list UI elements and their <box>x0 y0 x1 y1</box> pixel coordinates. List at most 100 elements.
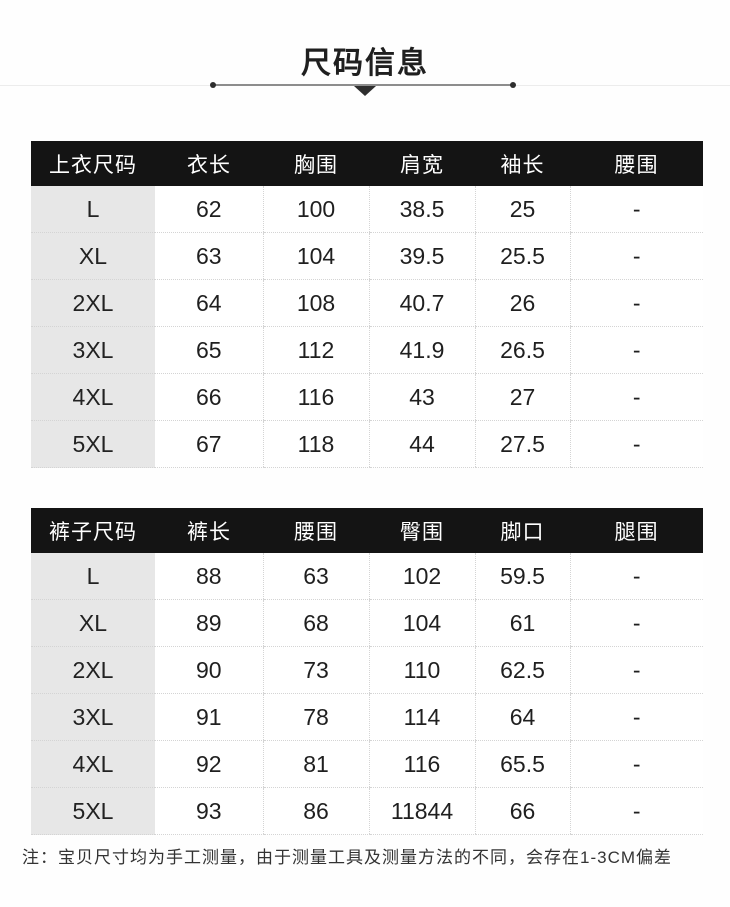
measurement-cell: 63 <box>262 553 369 600</box>
column-header: 腿围 <box>570 508 703 553</box>
measurement-cell: 92 <box>155 740 263 788</box>
measurement-cell: - <box>569 420 703 468</box>
table-row: 5XL 93 86 11844 66- <box>31 787 703 835</box>
table-row: XL 89 68 104 61- <box>31 599 703 647</box>
measurement-cell: - <box>569 373 703 421</box>
measurement-cell: 26 <box>474 279 570 327</box>
table-row: 2XL 90 73 110 62.5- <box>31 646 703 694</box>
measurement-cell: 116 <box>368 740 475 788</box>
measurement-cell: 63 <box>155 232 263 280</box>
measurement-cell: 108 <box>262 279 369 327</box>
column-header: 袖长 <box>475 141 570 186</box>
measurement-cell: 68 <box>262 599 369 647</box>
top-size-table: 上衣尺码 衣长 胸围 肩宽 袖长 腰围 L 62 100 38.5 25- XL 63 104 39.5 2… <box>31 141 703 468</box>
column-header: 裤长 <box>155 508 263 553</box>
column-header: 上衣尺码 <box>31 141 155 186</box>
measurement-cell: 44 <box>368 420 475 468</box>
measurement-cell: 78 <box>262 693 369 741</box>
measurement-cell: 110 <box>368 646 475 694</box>
measurement-cell: 62 <box>155 186 263 233</box>
pants-size-header-row: 裤子尺码 裤长 腰围 臀围 脚口 腿围 <box>31 508 703 553</box>
measurement-cell: 25 <box>474 186 570 233</box>
measurement-cell: 93 <box>155 787 263 835</box>
measurement-cell: 11844 <box>368 787 475 835</box>
pants-size-table: 裤子尺码 裤长 腰围 臀围 脚口 腿围 L 88 63 102 59.5- XL 89 68 104 61-… <box>31 508 703 835</box>
measurement-cell: 114 <box>368 693 475 741</box>
measurement-cell: - <box>569 787 703 835</box>
measurement-cell: 104 <box>262 232 369 280</box>
page-title: 尺码信息 <box>301 47 429 80</box>
table-row: 3XL 91 78 114 64- <box>31 693 703 741</box>
measurement-cell: - <box>569 599 703 647</box>
measurement-cell: 27.5 <box>474 420 570 468</box>
measurement-cell: 73 <box>262 646 369 694</box>
size-label-cell: 3XL <box>31 693 155 741</box>
measurement-cell: 65 <box>155 326 263 374</box>
measurement-cell: 102 <box>368 553 475 600</box>
measurement-cell: 67 <box>155 420 263 468</box>
column-header: 臀围 <box>369 508 475 553</box>
measurement-cell: 116 <box>262 373 369 421</box>
measurement-cell: - <box>569 740 703 788</box>
measurement-cell: 66 <box>474 787 570 835</box>
measurement-cell: 104 <box>368 599 475 647</box>
size-label-cell: 2XL <box>31 646 155 694</box>
size-label-cell: 5XL <box>31 787 155 835</box>
table-row: 5XL 67 118 44 27.5- <box>31 420 703 468</box>
measurement-cell: 112 <box>262 326 369 374</box>
table-row: 3XL 65 112 41.9 26.5- <box>31 326 703 374</box>
measurement-cell: 26.5 <box>474 326 570 374</box>
size-label-cell: L <box>31 186 155 233</box>
measurement-cell: - <box>569 279 703 327</box>
measurement-cell: 40.7 <box>368 279 475 327</box>
measurement-cell: 62.5 <box>474 646 570 694</box>
size-label-cell: 4XL <box>31 373 155 421</box>
column-header: 腰围 <box>263 508 369 553</box>
measurement-note: 注：宝贝尺寸均为手工测量，由于测量工具及测量方法的不同，会存在1-3CM偏差 <box>22 848 673 867</box>
column-header: 裤子尺码 <box>31 508 155 553</box>
column-header: 脚口 <box>475 508 570 553</box>
chevron-down-icon <box>354 86 376 96</box>
divider-dark-segment <box>213 84 514 86</box>
measurement-cell: 86 <box>262 787 369 835</box>
measurement-cell: - <box>569 232 703 280</box>
measurement-cell: 64 <box>155 279 263 327</box>
table-row: XL 63 104 39.5 25.5- <box>31 232 703 280</box>
measurement-cell: 61 <box>474 599 570 647</box>
measurement-cell: 90 <box>155 646 263 694</box>
measurement-cell: - <box>569 693 703 741</box>
table-row: 4XL 66 116 43 27- <box>31 373 703 421</box>
table-row: 4XL 92 81 116 65.5- <box>31 740 703 788</box>
size-label-cell: 3XL <box>31 326 155 374</box>
size-label-cell: XL <box>31 232 155 280</box>
table-row: L 88 63 102 59.5- <box>31 553 703 600</box>
size-label-cell: L <box>31 553 155 600</box>
column-header: 胸围 <box>263 141 369 186</box>
measurement-cell: 88 <box>155 553 263 600</box>
column-header: 衣长 <box>155 141 263 186</box>
measurement-cell: 118 <box>262 420 369 468</box>
divider-left-dot <box>210 82 216 88</box>
measurement-cell: 66 <box>155 373 263 421</box>
measurement-cell: 81 <box>262 740 369 788</box>
table-row: L 62 100 38.5 25- <box>31 186 703 233</box>
measurement-cell: - <box>569 553 703 600</box>
size-label-cell: XL <box>31 599 155 647</box>
measurement-cell: 100 <box>262 186 369 233</box>
measurement-cell: 25.5 <box>474 232 570 280</box>
column-header: 腰围 <box>570 141 703 186</box>
measurement-cell: 38.5 <box>368 186 475 233</box>
column-header: 肩宽 <box>369 141 475 186</box>
size-label-cell: 5XL <box>31 420 155 468</box>
measurement-cell: 89 <box>155 599 263 647</box>
divider-right-dot <box>510 82 516 88</box>
measurement-cell: 65.5 <box>474 740 570 788</box>
table-row: 2XL 64 108 40.7 26- <box>31 279 703 327</box>
measurement-cell: 91 <box>155 693 263 741</box>
measurement-cell: 64 <box>474 693 570 741</box>
measurement-cell: 59.5 <box>474 553 570 600</box>
measurement-cell: - <box>569 186 703 233</box>
measurement-cell: - <box>569 326 703 374</box>
measurement-cell: 27 <box>474 373 570 421</box>
